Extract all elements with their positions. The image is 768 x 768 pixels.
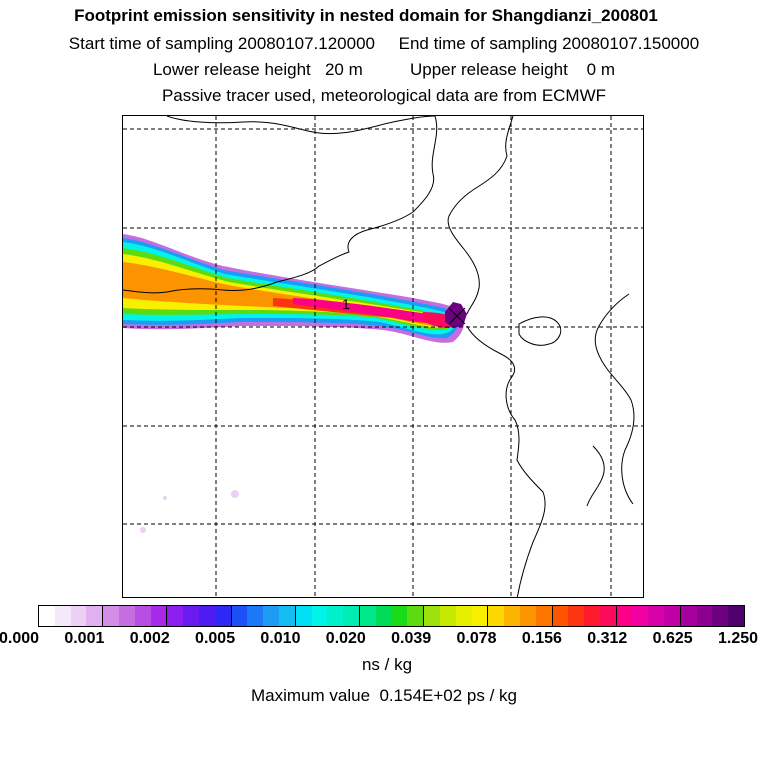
colorbar-segment [150,606,167,626]
colorbar-segment [728,606,745,626]
colorbar-segment [584,606,600,626]
colorbar-segment [134,606,151,626]
release-height-line: Lower release height 20 m Upper release … [152,60,616,79]
colorbar-segment [102,606,119,626]
coastline-bay [123,116,438,294]
colorbar-tick-label: 0.039 [391,630,432,647]
colorbar-segment [568,606,585,626]
colorbar-tick-label: 0.001 [64,630,105,647]
colorbar-segment [343,606,359,626]
colorbar-tick-label: 0.020 [325,630,366,647]
map-canvas: 1 [123,116,643,597]
colorbar-tick-label: 0.312 [587,630,628,647]
coastline-east [447,116,514,315]
colorbar-segment [70,606,87,626]
colorbar-segment [407,606,424,626]
colorbar-segment [471,606,488,626]
coastline-south [466,325,546,597]
colorbar-segment [599,606,616,626]
colorbar-segment [166,606,184,626]
colorbar-segment [294,606,312,626]
colorbar-tick-label: 0.002 [129,630,170,647]
maximum-value: Maximum value 0.154E+02 ps / kg [251,686,517,705]
plume-speck [140,527,146,533]
colorbar-tick-labels: 0.000 0.001 0.002 0.005 0.010 0.020 0.039 0.078… [0,628,768,650]
coastlines [123,116,635,597]
colorbar-segment [455,606,472,626]
colorbar-segment [615,606,633,626]
colorbar-segment [632,606,649,626]
colorbar-segment [487,606,505,626]
plume-speck [163,496,167,500]
colorbar-segment [118,606,135,626]
colorbar-unit: ns / kg [361,655,413,674]
colorbar-segment [247,606,264,626]
map-panel: 1 [122,115,644,598]
plume-speck [231,490,239,498]
colorbar-tick-label: 0.000 [0,630,40,647]
colorbar-segment [86,606,103,626]
colorbar-segment [423,606,440,626]
peninsula [518,316,562,346]
colorbar-tick-label: 1.250 [717,630,759,647]
colorbar-segment [696,606,713,626]
colorbar-segment [311,606,328,626]
meteorology-line: Passive tracer used, meteorological data… [161,86,607,105]
colorbar-tick-label: 0.078 [456,630,497,647]
colorbar-segment [712,606,729,626]
colorbar-segment [439,606,456,626]
colorbar-segment [54,606,71,626]
colorbar-segment [679,606,697,626]
colorbar-segment [214,606,231,626]
colorbar-segment [535,606,552,626]
colorbar-segment [230,606,248,626]
colorbar-segment [391,606,408,626]
colorbar-segment [519,606,536,626]
plume-layer-pink [293,298,445,323]
colorbar-tick-label: 0.005 [195,630,236,647]
coastline-far-east [594,293,635,505]
colorbar-segment [648,606,665,626]
chart-title: Footprint emission sensitivity in nested… [74,6,658,25]
colorbar-tick-label: 0.156 [521,630,562,647]
colorbar-segment [183,606,199,626]
lat-lon-grid [123,116,643,597]
island [586,445,605,507]
border-north [166,116,436,135]
station-marker-icon [448,307,466,325]
colorbar-segment [375,606,392,626]
sampling-time-line: Start time of sampling 20080107.120000 E… [68,34,700,53]
colorbar-segment [551,606,569,626]
colorbar-segment [278,606,295,626]
emission-plume [123,234,467,533]
colorbar-tick-label: 0.625 [652,630,693,647]
colorbar [38,605,745,627]
station-label: 1 [342,296,350,312]
colorbar-segment [504,606,520,626]
colorbar-segment [263,606,279,626]
colorbar-segment [664,606,680,626]
colorbar-segment [198,606,215,626]
colorbar-segment [39,606,55,626]
colorbar-tick-label: 0.010 [260,630,301,647]
colorbar-segment [327,606,344,626]
colorbar-segment [358,606,376,626]
